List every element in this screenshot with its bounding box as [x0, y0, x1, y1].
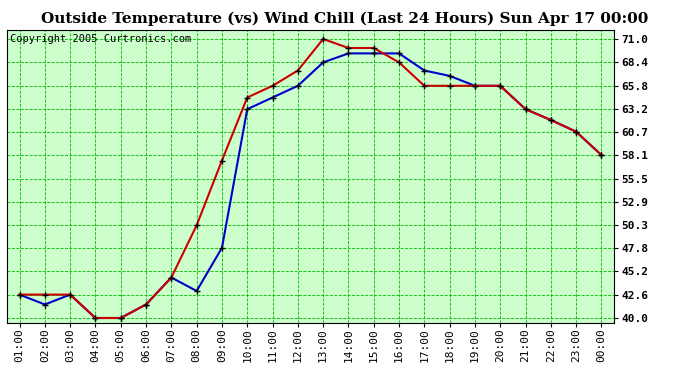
Text: Copyright 2005 Curtronics.com: Copyright 2005 Curtronics.com — [10, 34, 191, 44]
Text: Outside Temperature (vs) Wind Chill (Last 24 Hours) Sun Apr 17 00:00: Outside Temperature (vs) Wind Chill (Las… — [41, 11, 649, 26]
